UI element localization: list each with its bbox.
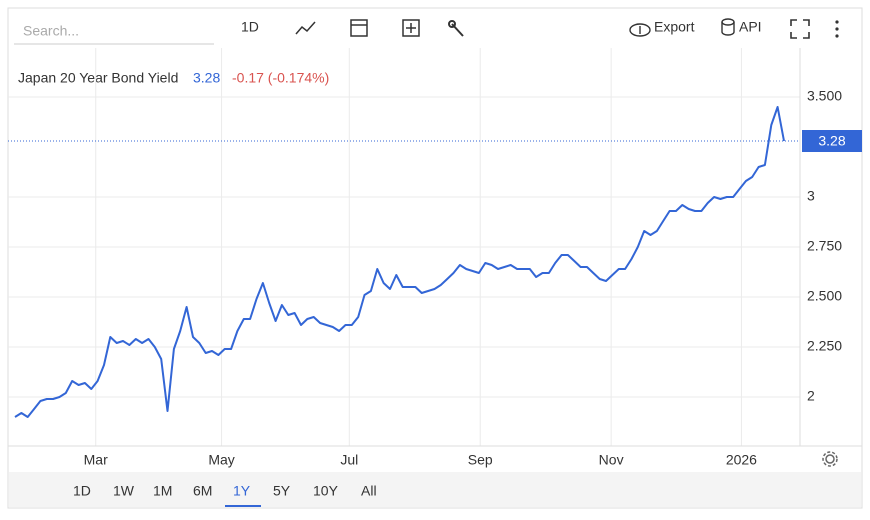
range-button[interactable]: 1M (153, 483, 172, 499)
range-button[interactable]: 1W (113, 483, 135, 499)
menu-icon[interactable] (835, 20, 839, 38)
x-tick-label: Nov (599, 452, 624, 468)
search-box[interactable]: Search... (23, 23, 79, 39)
y-tick-label: 2.500 (807, 288, 842, 304)
line-type-icon[interactable] (295, 21, 316, 35)
header-last-value: 3.28 (193, 70, 220, 86)
x-tick-label: Mar (84, 452, 108, 468)
y-tick-label: 2.250 (807, 338, 842, 354)
range-button[interactable]: 1D (73, 483, 91, 499)
range-button[interactable]: All (361, 483, 377, 499)
fullscreen-icon[interactable] (790, 19, 810, 39)
add-icon[interactable] (402, 19, 420, 37)
range-button[interactable]: 10Y (313, 483, 339, 499)
price-line (14, 106, 785, 418)
header-change: -0.17 (-0.174%) (232, 70, 329, 86)
api-button[interactable]: API (739, 19, 762, 35)
last-value-box (802, 130, 862, 152)
last-value-label: 3.28 (818, 133, 845, 149)
range-button[interactable]: 6M (193, 483, 212, 499)
x-tick-label: May (208, 452, 234, 468)
x-tick-label: Sep (468, 452, 493, 468)
chart-title: Japan 20 Year Bond Yield (18, 70, 178, 86)
x-tick-label: 2026 (726, 452, 757, 468)
interval-button[interactable]: 1D (241, 19, 259, 35)
tools-icon[interactable] (448, 20, 464, 37)
y-tick-label: 2.750 (807, 238, 842, 254)
y-tick-label: 3.500 (807, 88, 842, 104)
range-bar (9, 472, 861, 507)
y-tick-label: 2 (807, 388, 815, 404)
y-tick-label: 3 (807, 188, 815, 204)
range-button[interactable]: 5Y (273, 483, 291, 499)
export-icon[interactable] (629, 23, 651, 37)
calendar-icon[interactable] (350, 19, 368, 37)
frame (7, 7, 863, 509)
x-tick-label: Jul (340, 452, 358, 468)
range-button[interactable]: 1Y (233, 483, 251, 499)
export-button[interactable]: Export (654, 19, 695, 35)
api-icon[interactable] (721, 18, 735, 36)
settings-icon[interactable] (822, 451, 838, 467)
